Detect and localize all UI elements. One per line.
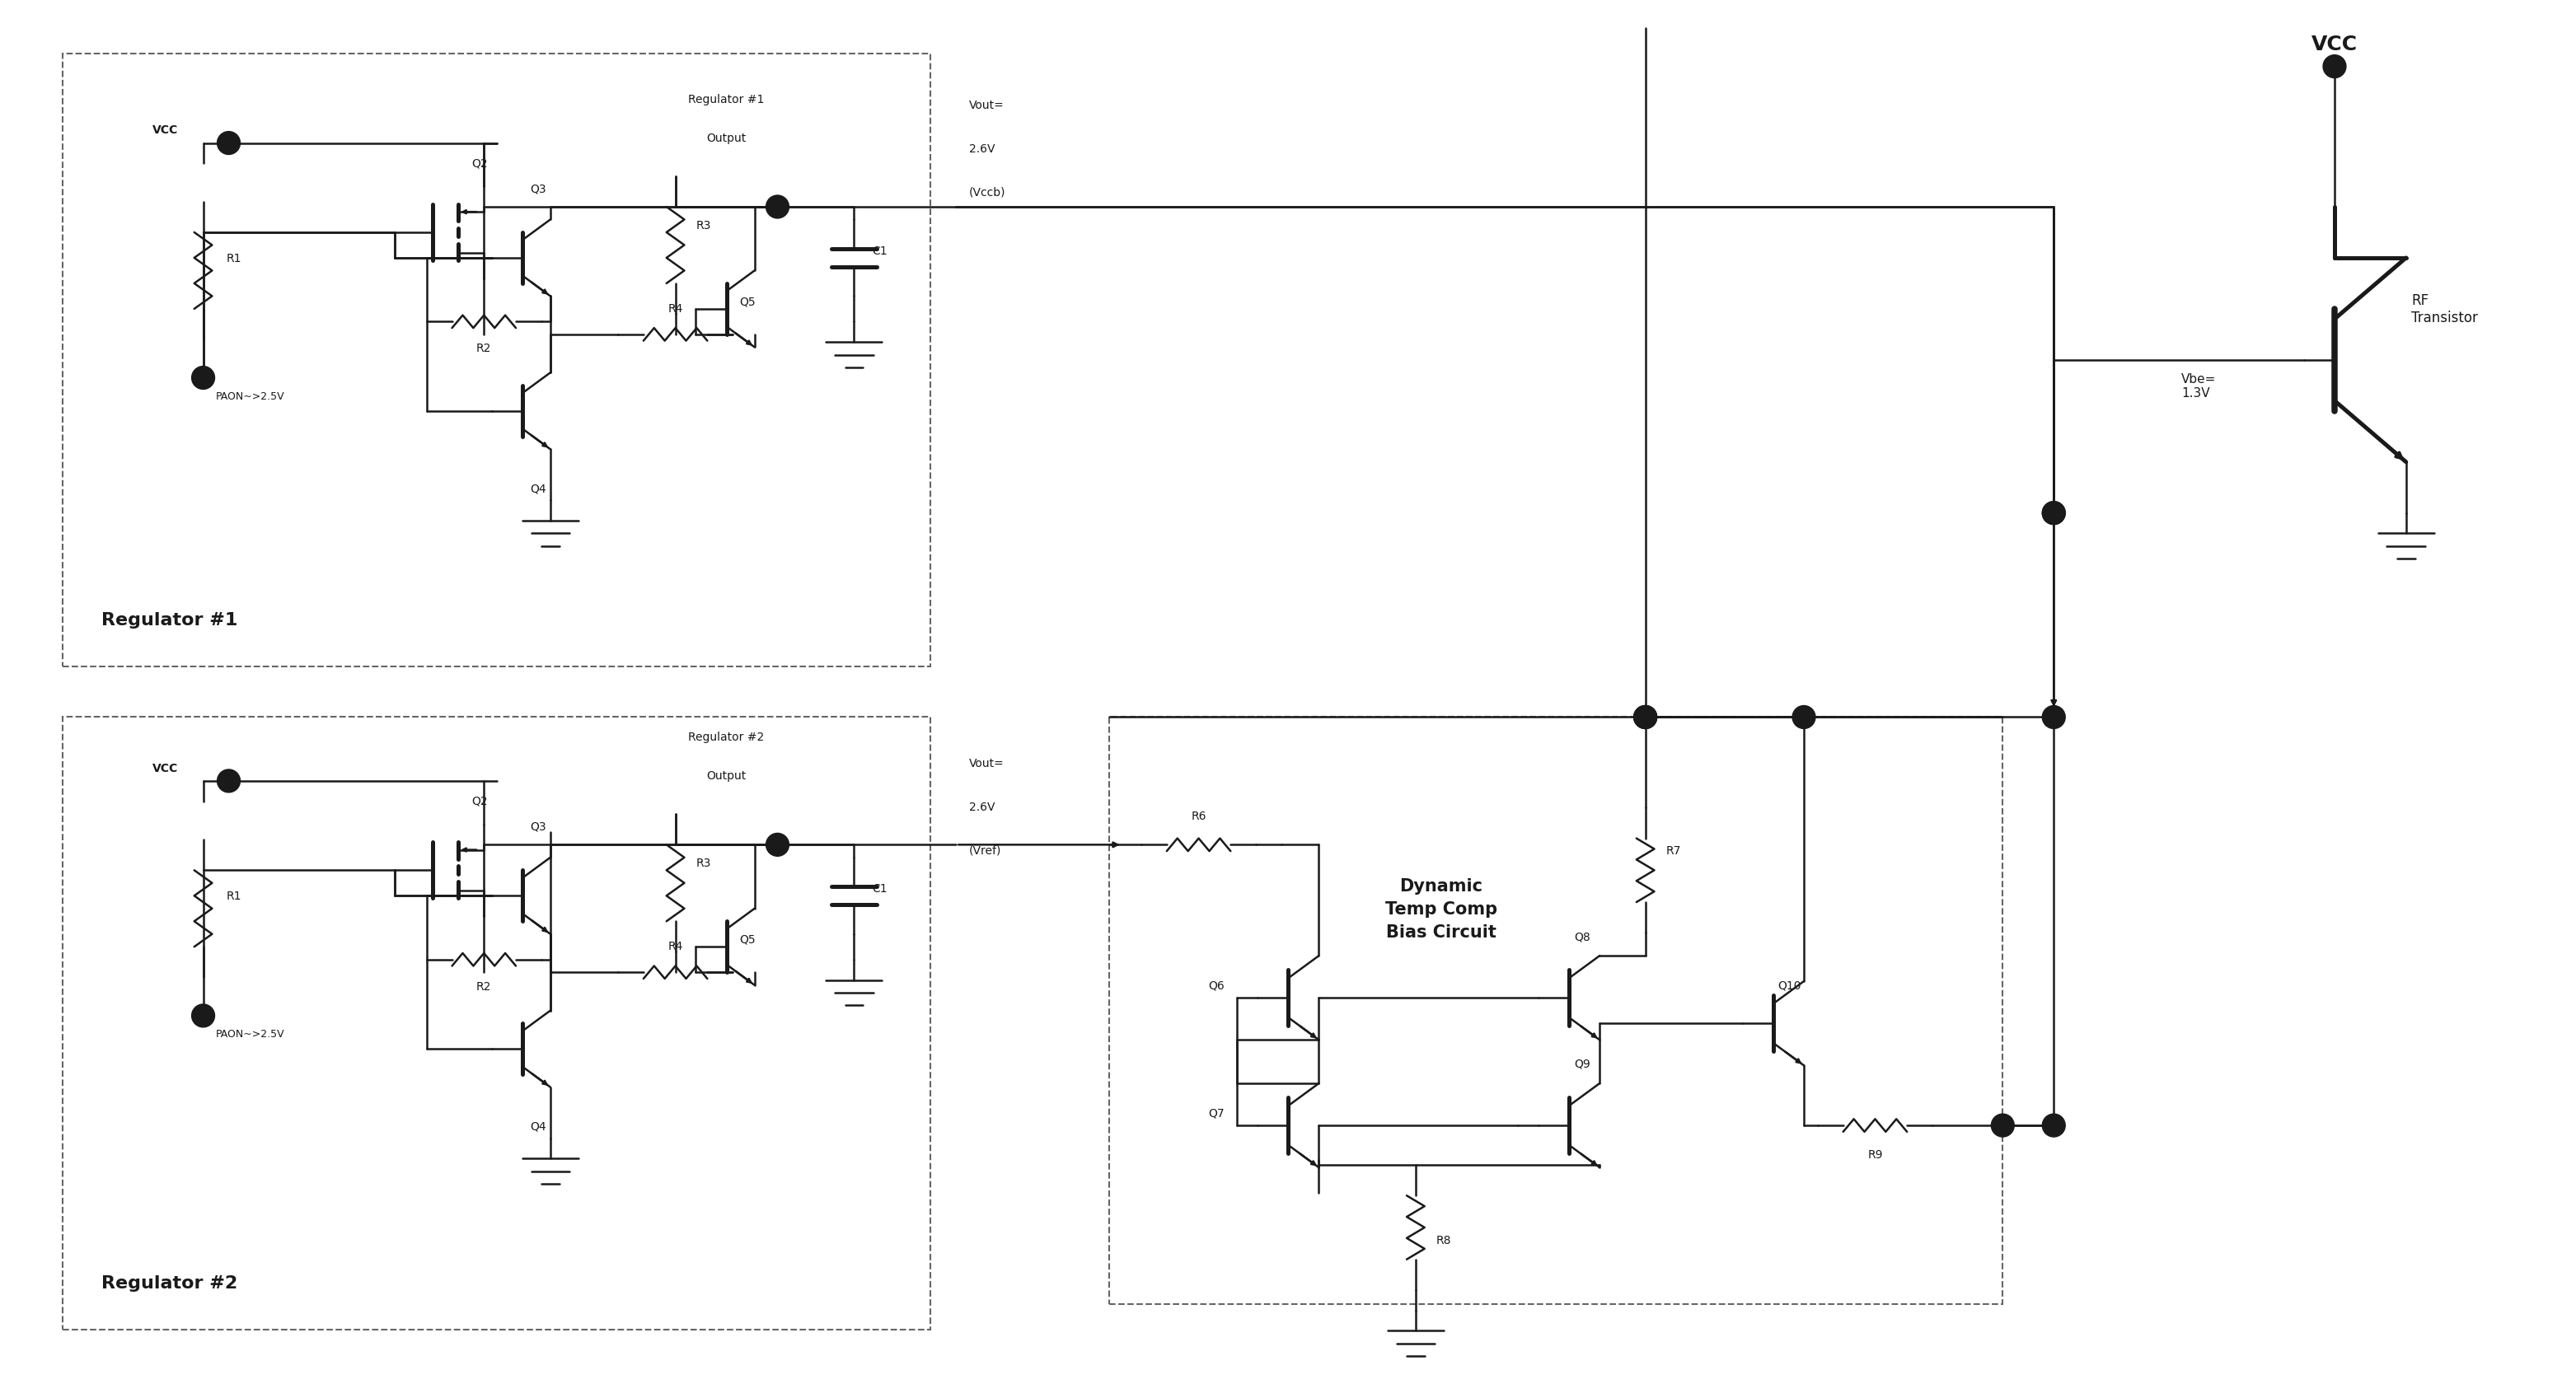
- Text: Regulator #1: Regulator #1: [688, 94, 765, 105]
- Text: Output: Output: [706, 131, 747, 144]
- Text: (Vccb): (Vccb): [969, 187, 1005, 198]
- Text: Q10: Q10: [1777, 980, 1801, 991]
- Text: Q3: Q3: [531, 821, 546, 832]
- Text: R2: R2: [477, 343, 492, 354]
- Text: R8: R8: [1435, 1235, 1450, 1246]
- Text: R4: R4: [667, 303, 683, 314]
- Circle shape: [765, 833, 788, 857]
- Text: Q6: Q6: [1208, 980, 1224, 991]
- Circle shape: [2043, 1114, 2066, 1138]
- Text: Output: Output: [706, 770, 747, 781]
- Text: Regulator #1: Regulator #1: [100, 612, 237, 628]
- Circle shape: [765, 197, 788, 219]
- Text: R3: R3: [696, 857, 711, 869]
- Text: Vout=: Vout=: [969, 100, 1005, 111]
- Text: Q7: Q7: [1208, 1107, 1224, 1118]
- Text: PAON~>2.5V: PAON~>2.5V: [216, 1028, 286, 1039]
- Circle shape: [2324, 55, 2347, 79]
- Text: R3: R3: [696, 220, 711, 231]
- Text: Q9: Q9: [1574, 1057, 1589, 1070]
- Text: Q4: Q4: [531, 1121, 546, 1132]
- Circle shape: [1793, 706, 1816, 729]
- Text: Q5: Q5: [739, 934, 755, 945]
- Text: PAON~>2.5V: PAON~>2.5V: [216, 392, 286, 401]
- Circle shape: [2043, 502, 2066, 525]
- Circle shape: [1633, 706, 1656, 729]
- Text: Q5: Q5: [739, 296, 755, 307]
- Circle shape: [216, 133, 240, 155]
- Text: 2.6V: 2.6V: [969, 801, 994, 812]
- Text: Vbe=
1.3V: Vbe= 1.3V: [2182, 372, 2215, 400]
- Text: (Vref): (Vref): [969, 844, 1002, 855]
- Text: VCC: VCC: [152, 763, 178, 774]
- Text: R4: R4: [667, 941, 683, 952]
- Text: Dynamic
Temp Comp
Bias Circuit: Dynamic Temp Comp Bias Circuit: [1386, 877, 1497, 940]
- Text: Regulator #2: Regulator #2: [100, 1275, 237, 1291]
- Text: R2: R2: [477, 980, 492, 992]
- Text: VCC: VCC: [152, 125, 178, 136]
- Circle shape: [1633, 706, 1656, 729]
- Text: C1: C1: [871, 245, 886, 256]
- Text: 2.6V: 2.6V: [969, 143, 994, 155]
- Circle shape: [216, 770, 240, 793]
- Circle shape: [2043, 706, 2066, 729]
- Text: R9: R9: [1868, 1149, 1883, 1160]
- Circle shape: [1633, 706, 1656, 729]
- Text: Regulator #2: Regulator #2: [688, 732, 765, 743]
- Circle shape: [1991, 1114, 2014, 1138]
- Text: R6: R6: [1190, 811, 1206, 822]
- Text: Vout=: Vout=: [969, 757, 1005, 770]
- Text: Q8: Q8: [1574, 930, 1589, 943]
- Text: Q4: Q4: [531, 483, 546, 494]
- Text: R1: R1: [227, 253, 242, 264]
- Text: C1: C1: [871, 883, 886, 894]
- Text: R7: R7: [1667, 844, 1682, 855]
- Text: RF
Transistor: RF Transistor: [2411, 293, 2478, 325]
- Text: Q3: Q3: [531, 183, 546, 195]
- Circle shape: [191, 1005, 214, 1027]
- Text: R1: R1: [227, 890, 242, 902]
- Text: VCC: VCC: [2311, 35, 2357, 54]
- Text: Q2: Q2: [471, 158, 487, 169]
- Text: Q2: Q2: [471, 796, 487, 807]
- Circle shape: [2043, 502, 2066, 525]
- Circle shape: [191, 367, 214, 390]
